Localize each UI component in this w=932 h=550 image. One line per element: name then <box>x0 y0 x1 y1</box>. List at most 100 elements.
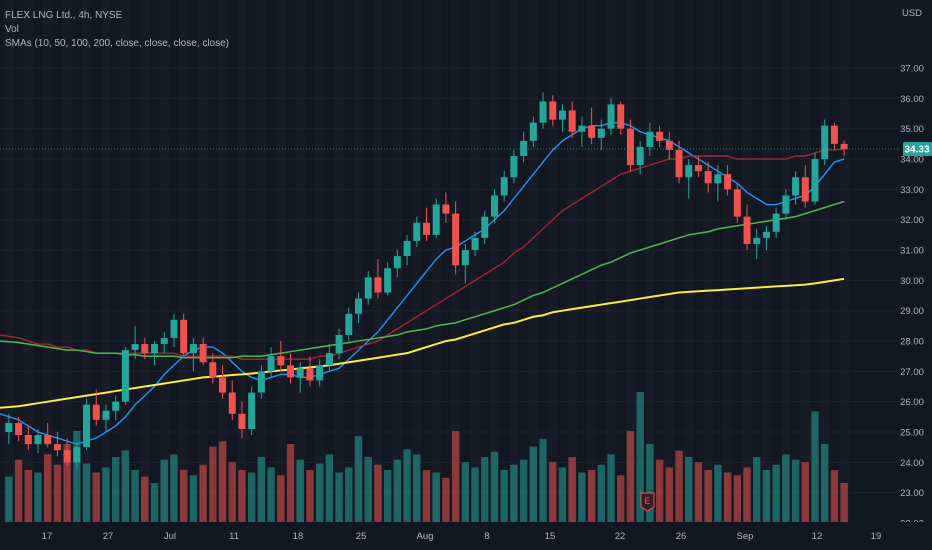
volume-bar <box>617 475 625 522</box>
volume-bar <box>422 470 431 522</box>
volume-bar <box>44 454 52 522</box>
candle-body <box>675 149 683 178</box>
time-axis[interactable]: 17 27 Jul 11 18 25 Aug 8 15 22 26 Sep 12 19 <box>0 522 932 550</box>
candle <box>112 395 120 420</box>
session-stripe <box>567 0 578 522</box>
candle-body <box>199 344 207 363</box>
candle <box>316 359 324 387</box>
candle-body <box>830 125 838 144</box>
candle <box>141 337 149 360</box>
candle-body <box>355 298 363 314</box>
volume-bar <box>306 470 314 522</box>
session-stripe <box>217 0 228 522</box>
candle-body <box>490 195 498 217</box>
candle-body <box>248 392 256 429</box>
candle-body <box>704 171 712 184</box>
candle-body <box>238 413 246 429</box>
candle <box>267 347 275 378</box>
candle-body <box>520 140 528 157</box>
volume-bar <box>500 470 508 522</box>
session-stripe <box>470 0 480 522</box>
currency-label: USD <box>902 8 922 19</box>
candle <box>510 149 518 184</box>
price-tick-label: 24.00 <box>900 458 924 469</box>
price-tick-label: 26.00 <box>900 397 924 408</box>
candle <box>588 107 596 144</box>
volume-bar <box>568 457 576 522</box>
candle <box>772 207 780 238</box>
candle <box>568 101 576 138</box>
candle-body <box>325 353 333 366</box>
sma-line-4 <box>0 277 845 409</box>
candle <box>461 243 469 284</box>
volume-bar <box>383 470 392 522</box>
candle-body <box>345 313 353 335</box>
volume-indicator-label[interactable]: Vol <box>5 24 19 35</box>
candle <box>558 104 566 132</box>
session-stripe <box>606 0 616 522</box>
session-stripe <box>237 0 247 522</box>
candle <box>821 119 829 166</box>
volume-bar <box>723 472 732 522</box>
earnings-flag-icon[interactable] <box>640 492 655 512</box>
volume-bar <box>578 472 586 522</box>
session-stripe <box>159 0 170 522</box>
symbol-title[interactable]: FLEX LNG Ltd., 4h, NYSE <box>5 10 123 21</box>
candle-body <box>821 125 829 160</box>
sma-indicator-label[interactable]: SMAs (10, 50, 100, 200, close, close, cl… <box>5 38 229 49</box>
candlesticks[interactable] <box>5 92 848 469</box>
candle-body <box>471 237 479 251</box>
session-stripe <box>800 0 811 522</box>
session-stripe <box>198 0 208 522</box>
volume-bar <box>655 459 664 522</box>
sma-line-1 <box>0 121 845 445</box>
candle <box>665 131 673 160</box>
candle-body <box>636 146 644 166</box>
candle <box>423 207 430 241</box>
time-tick-label: 25 <box>356 531 367 542</box>
candle-body <box>597 128 605 138</box>
earnings-marker[interactable]: E <box>640 492 655 512</box>
candle-body <box>626 128 634 166</box>
candle-body <box>481 216 489 238</box>
session-stripe <box>42 0 53 522</box>
candle-body <box>588 125 596 138</box>
candle <box>840 140 848 157</box>
volume-bar <box>442 477 450 522</box>
candle <box>306 356 314 387</box>
candle-body <box>287 365 295 378</box>
session-stripe <box>101 0 111 522</box>
session-stripe <box>62 0 72 522</box>
volume-bar <box>811 411 819 522</box>
candle-body <box>753 237 761 244</box>
candle-body <box>413 222 421 241</box>
candle <box>34 428 42 454</box>
volume-bar <box>257 457 266 522</box>
candle-body <box>384 268 392 293</box>
candle <box>277 341 285 372</box>
price-axis[interactable]: USD 37.00 36.00 35.00 34.00 33.00 32.00 31.00 3… <box>900 8 924 530</box>
volume-bar <box>199 464 207 522</box>
volume-bar <box>170 454 178 522</box>
candle-body <box>374 277 382 293</box>
session-stripe <box>295 0 306 522</box>
candle-body <box>801 177 809 202</box>
candle <box>792 171 800 205</box>
volume-bar <box>73 431 81 522</box>
candle <box>199 337 207 366</box>
candle-body <box>112 401 120 411</box>
candle-body <box>92 404 100 420</box>
candle <box>549 95 557 126</box>
candle-body <box>656 131 664 141</box>
candle <box>442 192 450 223</box>
candle <box>364 271 372 305</box>
volume-bar <box>753 457 761 522</box>
session-stripe <box>275 0 286 522</box>
volume-bar <box>714 464 722 522</box>
time-tick-label: 22 <box>615 531 626 542</box>
candle-body <box>558 110 566 120</box>
session-stripe <box>761 0 772 522</box>
candle <box>617 101 625 135</box>
volume-bar <box>694 462 703 522</box>
